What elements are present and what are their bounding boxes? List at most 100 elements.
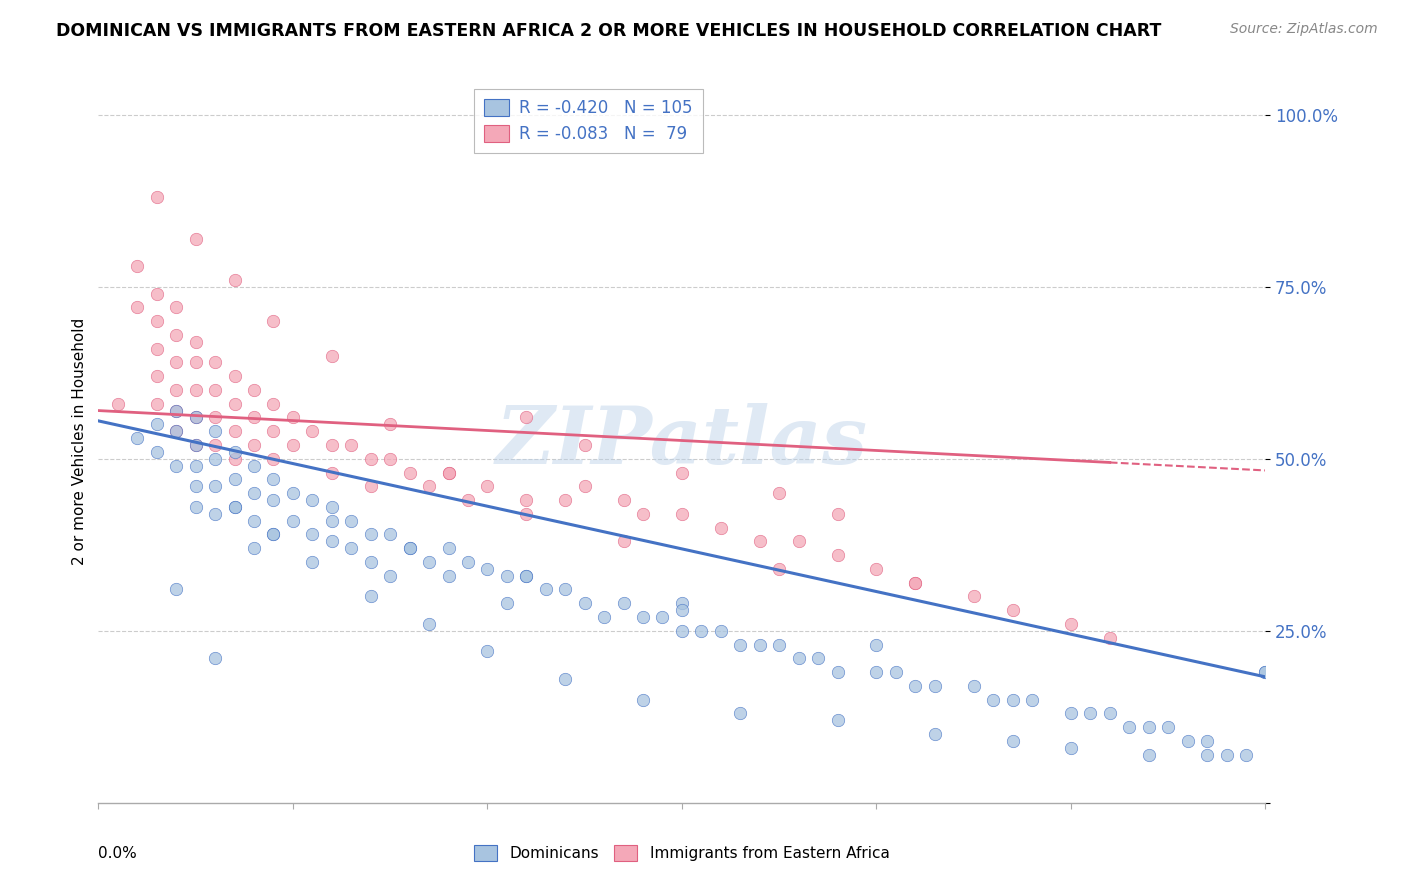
Point	[631, 507, 654, 521]
Point	[1001, 692, 1024, 706]
Point	[243, 410, 266, 425]
Point	[224, 451, 246, 466]
Point	[340, 541, 363, 556]
Point	[262, 527, 284, 541]
Point	[360, 479, 382, 493]
Point	[321, 466, 343, 480]
Point	[1060, 740, 1083, 755]
Point	[477, 562, 499, 576]
Point	[262, 314, 284, 328]
Point	[1234, 747, 1257, 762]
Point	[437, 541, 460, 556]
Point	[224, 369, 246, 384]
Point	[671, 596, 693, 610]
Point	[204, 438, 226, 452]
Point	[146, 314, 169, 328]
Point	[262, 493, 284, 508]
Point	[1021, 692, 1043, 706]
Point	[554, 672, 576, 686]
Point	[748, 534, 770, 549]
Point	[146, 190, 169, 204]
Point	[496, 568, 519, 582]
Point	[1215, 747, 1237, 762]
Point	[243, 383, 266, 397]
Point	[165, 403, 187, 417]
Point	[224, 472, 246, 486]
Point	[340, 514, 363, 528]
Point	[515, 507, 537, 521]
Point	[787, 534, 810, 549]
Text: 0.0%: 0.0%	[98, 847, 138, 861]
Point	[301, 527, 323, 541]
Point	[146, 417, 169, 432]
Point	[184, 231, 207, 245]
Point	[204, 383, 226, 397]
Point	[574, 438, 596, 452]
Point	[457, 493, 479, 508]
Point	[301, 424, 323, 438]
Point	[613, 534, 636, 549]
Point	[204, 479, 226, 493]
Point	[262, 424, 284, 438]
Point	[515, 568, 537, 582]
Point	[224, 273, 246, 287]
Point	[321, 500, 343, 514]
Point	[165, 424, 187, 438]
Point	[981, 692, 1004, 706]
Point	[768, 486, 790, 500]
Point	[146, 445, 169, 459]
Point	[360, 555, 382, 569]
Point	[165, 327, 187, 342]
Point	[184, 438, 207, 452]
Point	[827, 507, 849, 521]
Point	[204, 451, 226, 466]
Point	[827, 548, 849, 562]
Point	[554, 493, 576, 508]
Point	[671, 466, 693, 480]
Point	[204, 424, 226, 438]
Point	[574, 479, 596, 493]
Point	[924, 679, 946, 693]
Point	[437, 466, 460, 480]
Point	[690, 624, 713, 638]
Point	[262, 397, 284, 411]
Point	[1001, 603, 1024, 617]
Point	[184, 410, 207, 425]
Point	[321, 514, 343, 528]
Text: DOMINICAN VS IMMIGRANTS FROM EASTERN AFRICA 2 OR MORE VEHICLES IN HOUSEHOLD CORR: DOMINICAN VS IMMIGRANTS FROM EASTERN AFR…	[56, 22, 1161, 40]
Point	[730, 706, 752, 721]
Point	[865, 562, 887, 576]
Point	[768, 638, 790, 652]
Point	[165, 424, 187, 438]
Point	[398, 541, 420, 556]
Point	[904, 679, 927, 693]
Point	[243, 486, 266, 500]
Point	[593, 610, 616, 624]
Point	[1098, 706, 1121, 721]
Point	[631, 610, 654, 624]
Point	[340, 438, 363, 452]
Point	[165, 355, 187, 369]
Point	[613, 596, 636, 610]
Point	[865, 665, 887, 679]
Point	[574, 596, 596, 610]
Point	[1195, 747, 1218, 762]
Point	[671, 507, 693, 521]
Point	[127, 301, 149, 315]
Point	[904, 575, 927, 590]
Point	[184, 500, 207, 514]
Point	[884, 665, 907, 679]
Point	[398, 541, 420, 556]
Point	[224, 500, 246, 514]
Point	[243, 458, 266, 473]
Point	[418, 479, 440, 493]
Point	[671, 603, 693, 617]
Point	[613, 493, 636, 508]
Text: Source: ZipAtlas.com: Source: ZipAtlas.com	[1230, 22, 1378, 37]
Point	[768, 562, 790, 576]
Point	[262, 451, 284, 466]
Point	[457, 555, 479, 569]
Point	[165, 403, 187, 417]
Point	[398, 466, 420, 480]
Point	[243, 514, 266, 528]
